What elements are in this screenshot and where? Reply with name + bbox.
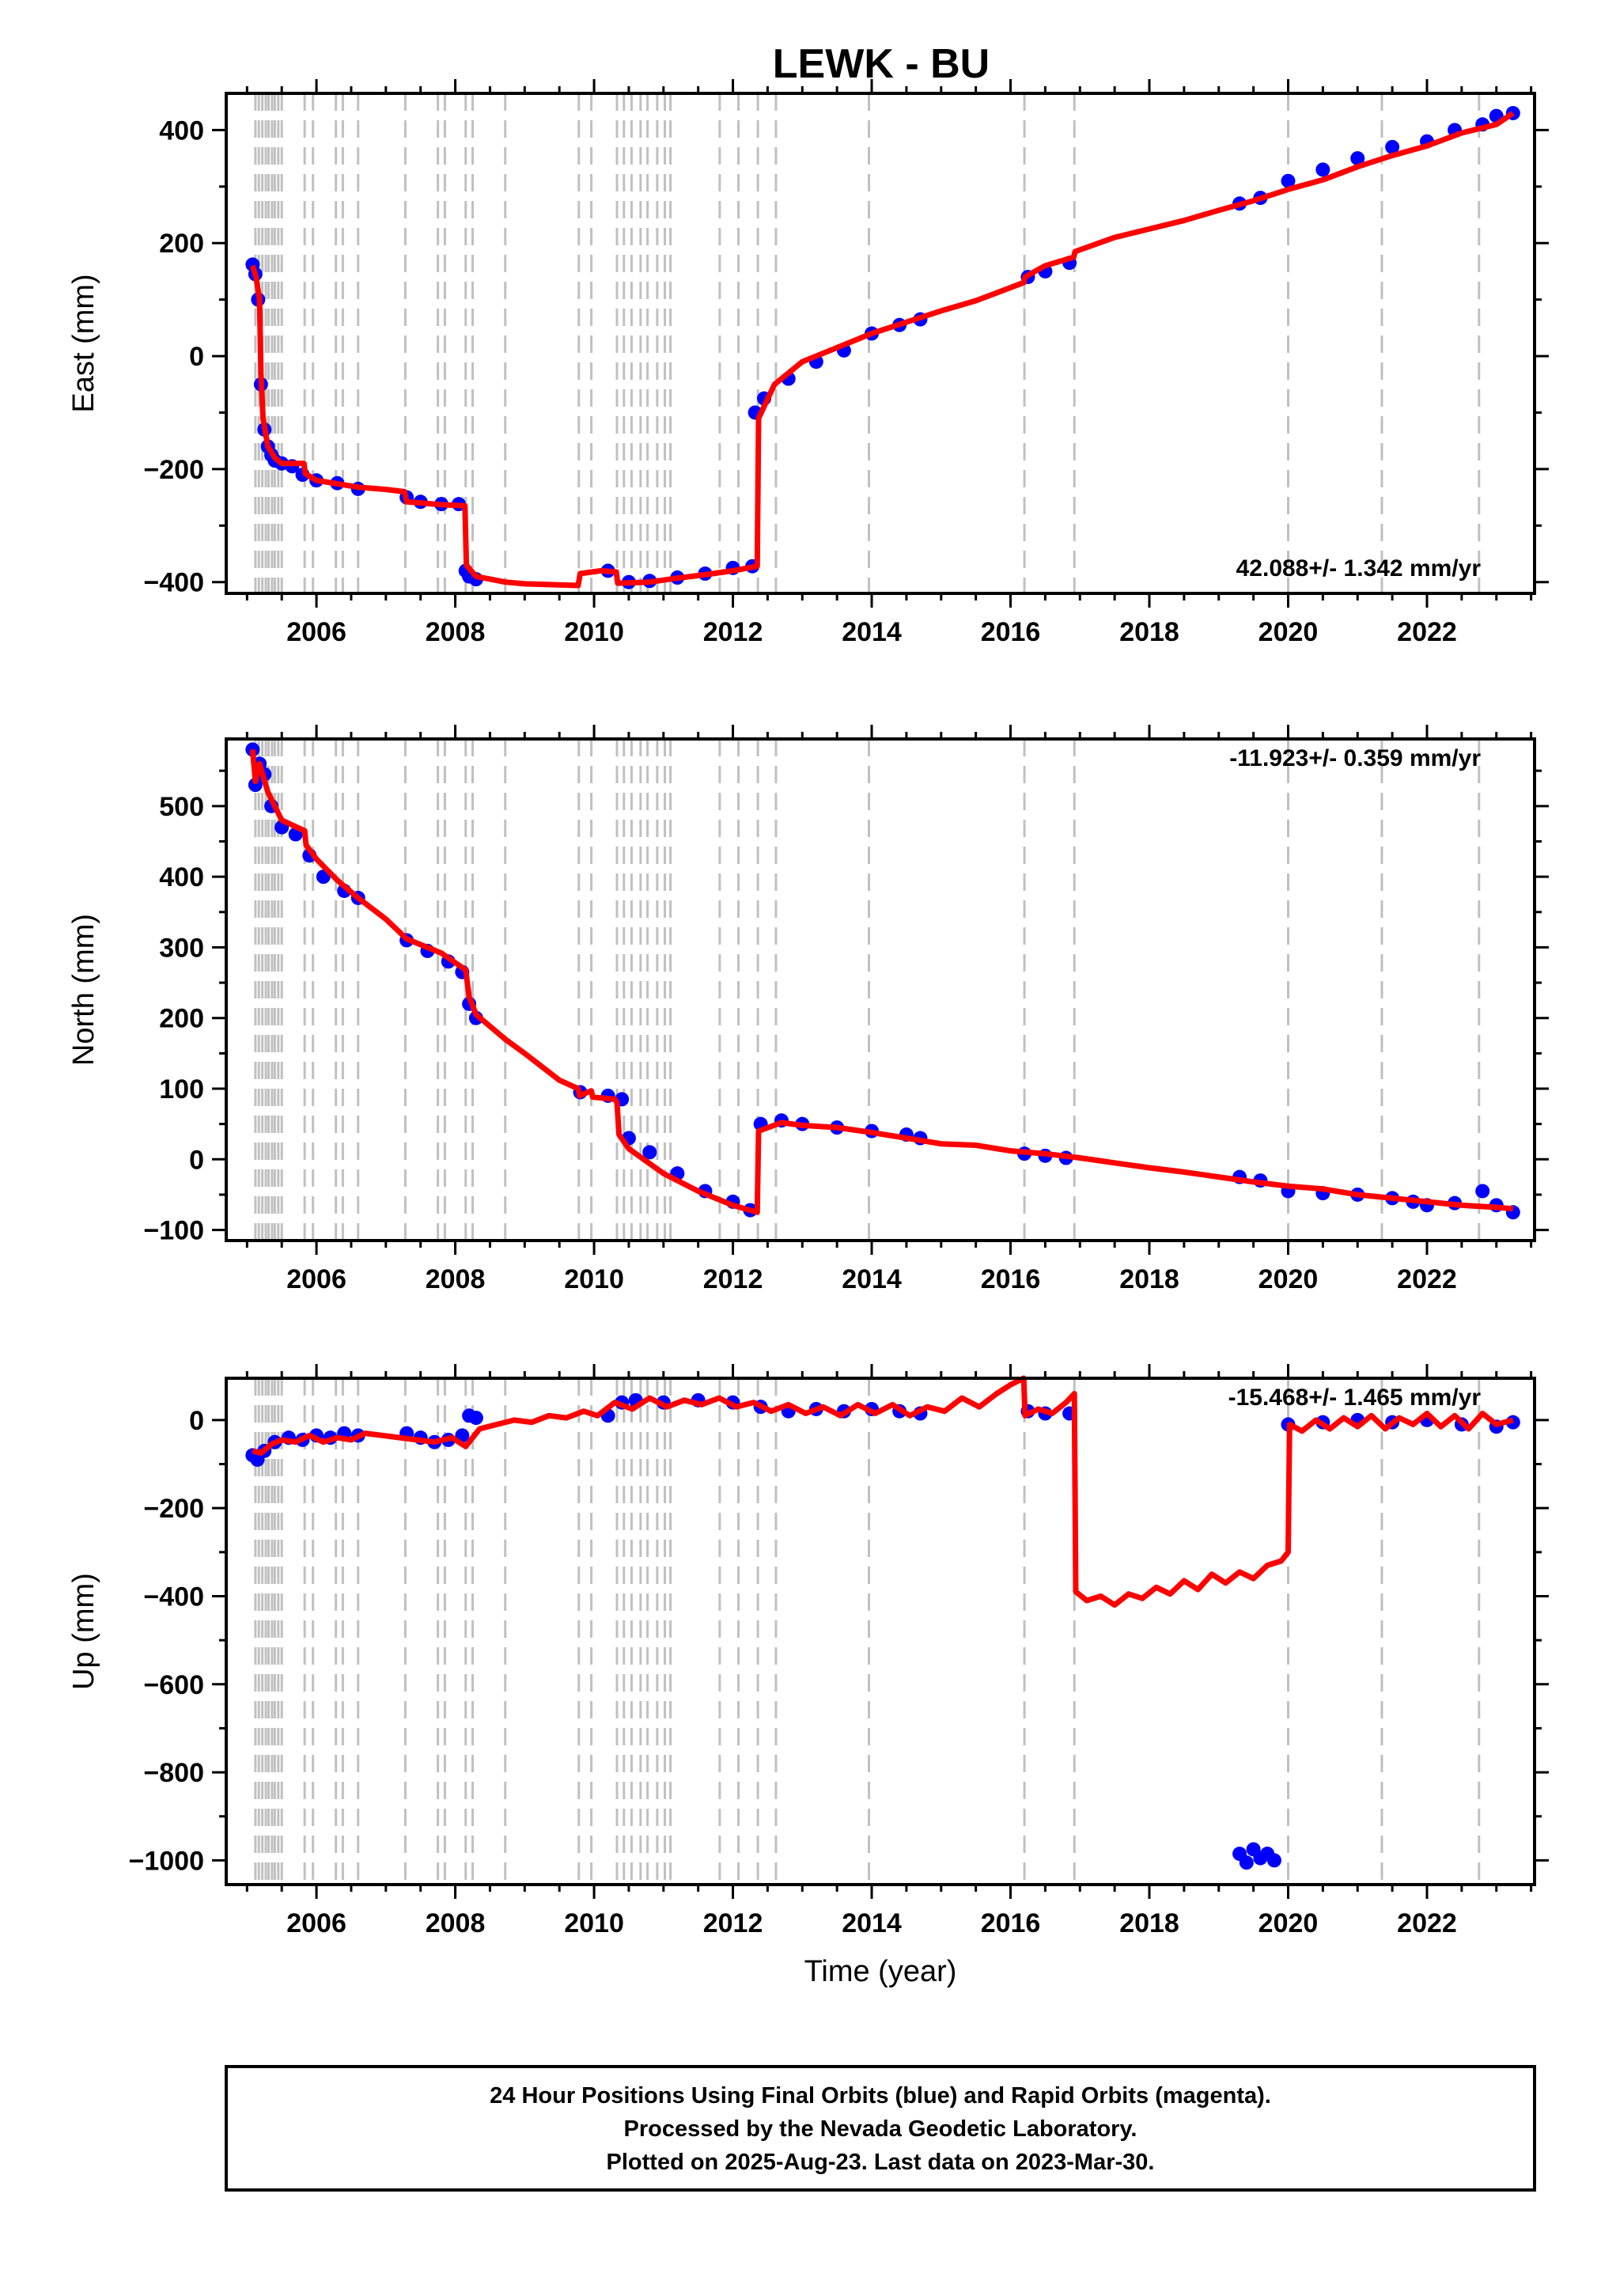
- y-tick-label: 200: [159, 229, 204, 259]
- x-tick-label: 2008: [426, 617, 486, 647]
- y-tick-label: −200: [143, 1494, 204, 1524]
- panel-north: 2006 2008 2010 2012 2014 2016 2018 2020 2022 −100…: [67, 725, 1549, 1294]
- x-tick-label: 2008: [426, 1264, 486, 1294]
- x-tick-label: 2006: [286, 617, 346, 647]
- observation-point: [642, 1145, 657, 1160]
- y-tick-label: 0: [189, 1406, 204, 1436]
- x-tick-label: 2014: [842, 1908, 902, 1938]
- x-tick-label: 2016: [981, 617, 1041, 647]
- x-tick-label: 2020: [1258, 1908, 1319, 1938]
- y-tick-label: 0: [189, 342, 204, 372]
- x-tick-label: 2006: [286, 1908, 346, 1938]
- rate-label: 42.088+/- 1.342 mm/yr: [1236, 555, 1482, 582]
- observation-point: [248, 778, 263, 793]
- x-tick-label: 2022: [1397, 617, 1457, 647]
- y-tick-label: −200: [143, 455, 204, 485]
- x-tick-label: 2014: [842, 617, 902, 647]
- x-tick-label: 2014: [842, 1264, 902, 1294]
- x-tick-label: 2016: [981, 1264, 1041, 1294]
- x-tick-label: 2018: [1119, 617, 1179, 647]
- panel-east: 2006 2008 2010 2012 2014 2016 2018 2020 2022 −400…: [67, 79, 1549, 647]
- figure-title: LEWK - BU: [773, 41, 990, 87]
- model-line: [252, 1375, 1514, 1608]
- model-line: [249, 749, 1514, 1215]
- x-tick-label: 2016: [981, 1908, 1041, 1938]
- x-tick-label: 2012: [703, 1908, 763, 1938]
- y-tick-label: −800: [143, 1758, 204, 1788]
- y-tick-label: 100: [159, 1074, 204, 1104]
- x-tick-label: 2010: [564, 1908, 624, 1938]
- y-tick-label: 500: [159, 792, 204, 822]
- y-tick-label: 300: [159, 933, 204, 963]
- observation-point: [468, 1411, 483, 1426]
- y-tick-label: 200: [159, 1004, 204, 1034]
- observation-point: [1239, 1855, 1254, 1870]
- plot-frame: [225, 1377, 1536, 1886]
- y-tick-label: −400: [143, 568, 204, 598]
- observation-point: [1281, 173, 1296, 188]
- x-tick-label: 2008: [426, 1908, 486, 1938]
- x-tick-label: 2012: [703, 1264, 763, 1294]
- x-tick-label: 2006: [286, 1264, 346, 1294]
- footer-line-3: Plotted on 2025-Aug-23. Last data on 202…: [607, 2150, 1155, 2175]
- y-tick-label: 400: [159, 116, 204, 146]
- x-tick-label: 2018: [1119, 1264, 1179, 1294]
- footer-line-2: Processed by the Nevada Geodetic Laborat…: [624, 2116, 1137, 2142]
- footer-box: [225, 2065, 1536, 2192]
- y-axis-label: East (mm): [67, 274, 100, 412]
- plot-frame: [225, 92, 1536, 595]
- x-axis-label: Time (year): [804, 1955, 957, 1988]
- observation-point: [1385, 139, 1400, 154]
- rate-label: -11.923+/- 0.359 mm/yr: [1229, 745, 1481, 771]
- model-line: [249, 111, 1515, 589]
- observation-point: [1475, 1184, 1490, 1199]
- plot-frame: [225, 737, 1536, 1242]
- observation-point: [1266, 1853, 1281, 1868]
- panels: 2006 2008 2010 2012 2014 2016 2018 2020 2022 −400…: [67, 79, 1549, 1988]
- x-tick-label: 2018: [1119, 1908, 1179, 1938]
- x-tick-label: 2022: [1397, 1908, 1457, 1938]
- y-tick-label: 0: [189, 1145, 204, 1175]
- y-axis-label: Up (mm): [67, 1573, 100, 1690]
- observation-point: [245, 742, 260, 757]
- rate-label: -15.468+/- 1.465 mm/yr: [1228, 1385, 1482, 1411]
- panel-up: 2006 2008 2010 2012 2014 2016 2018 2020 2022 −100…: [67, 1364, 1549, 1938]
- footer-line-1: 24 Hour Positions Using Final Orbits (bl…: [490, 2083, 1271, 2108]
- x-tick-label: 2010: [564, 1264, 624, 1294]
- y-tick-label: 400: [159, 862, 204, 892]
- x-tick-label: 2022: [1397, 1264, 1457, 1294]
- observation-point: [1350, 151, 1365, 166]
- y-tick-label: −1000: [129, 1846, 205, 1876]
- y-axis-label: North (mm): [67, 914, 100, 1066]
- x-tick-label: 2020: [1258, 1264, 1319, 1294]
- x-tick-label: 2012: [703, 617, 763, 647]
- x-tick-label: 2010: [564, 617, 624, 647]
- x-tick-label: 2020: [1258, 617, 1319, 647]
- observation-point: [1315, 162, 1330, 177]
- y-tick-label: −100: [143, 1216, 204, 1246]
- y-tick-label: −600: [143, 1670, 204, 1700]
- y-tick-label: −400: [143, 1582, 204, 1612]
